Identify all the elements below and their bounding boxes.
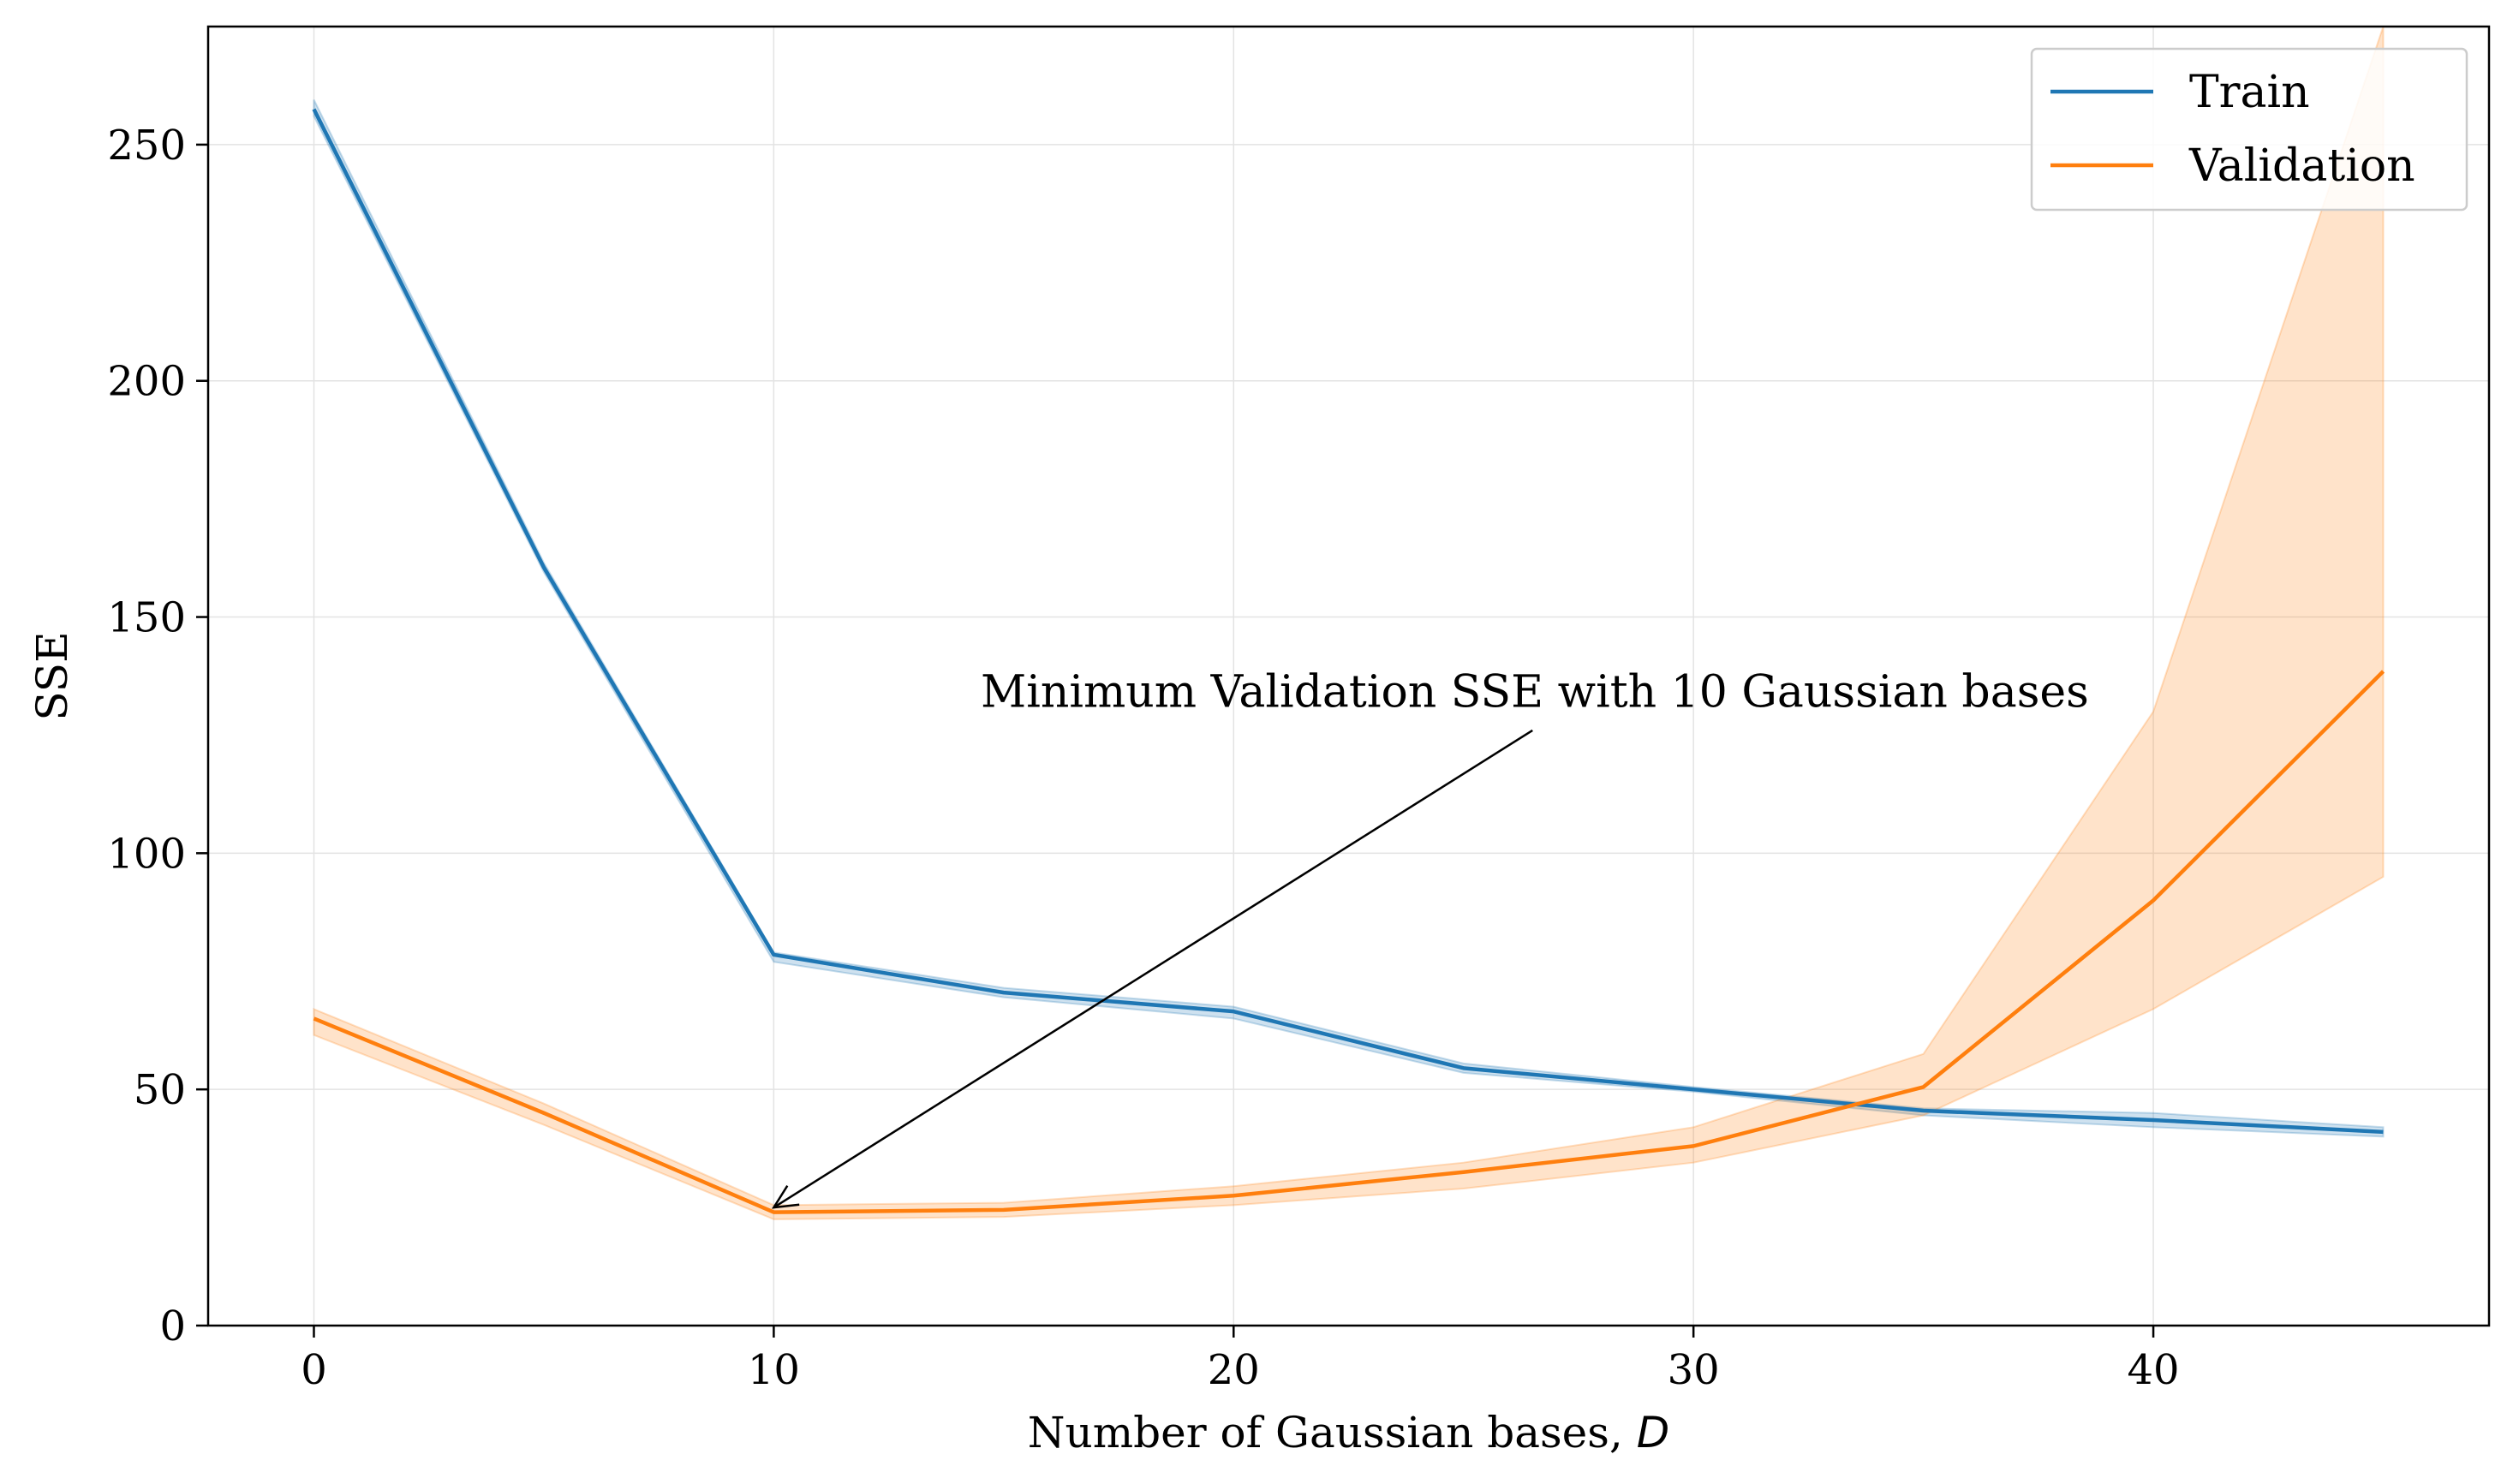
y-tick-label: 200 (107, 358, 186, 406)
y-tick-label: 150 (107, 594, 186, 642)
y-tick-label: 250 (107, 122, 186, 170)
annotation-arrow (773, 729, 1533, 1209)
x-tick-label: 10 (748, 1346, 800, 1394)
y-tick-label: 100 (107, 830, 186, 878)
plot-area (312, 27, 2385, 1220)
x-tick-label: 40 (2128, 1346, 2180, 1394)
series-line-train (312, 108, 2384, 1135)
confidence-band-validation (313, 27, 2385, 1220)
legend-box (2030, 47, 2468, 212)
x-tick-label: 20 (1208, 1346, 1260, 1394)
axes-frame (206, 25, 2491, 1327)
x-tick-label: 0 (301, 1346, 327, 1394)
annotation-arrowhead (771, 1185, 800, 1209)
x-tick-label: 30 (1668, 1346, 1720, 1394)
y-axis-label: SSE (27, 631, 77, 720)
legend-label-train: Train (2189, 67, 2310, 118)
confidence-band-train (313, 99, 2385, 1138)
y-tick-label: 0 (159, 1302, 186, 1350)
x-axis-label: Number of Gaussian bases, D (1028, 1408, 1669, 1457)
annotation-text: Minimum Validation SSE with 10 Gaussian … (981, 666, 2089, 718)
series-line-validation (313, 670, 2385, 1214)
y-tick-label: 50 (134, 1066, 186, 1114)
legend-label-validation: Validation (2188, 140, 2415, 192)
